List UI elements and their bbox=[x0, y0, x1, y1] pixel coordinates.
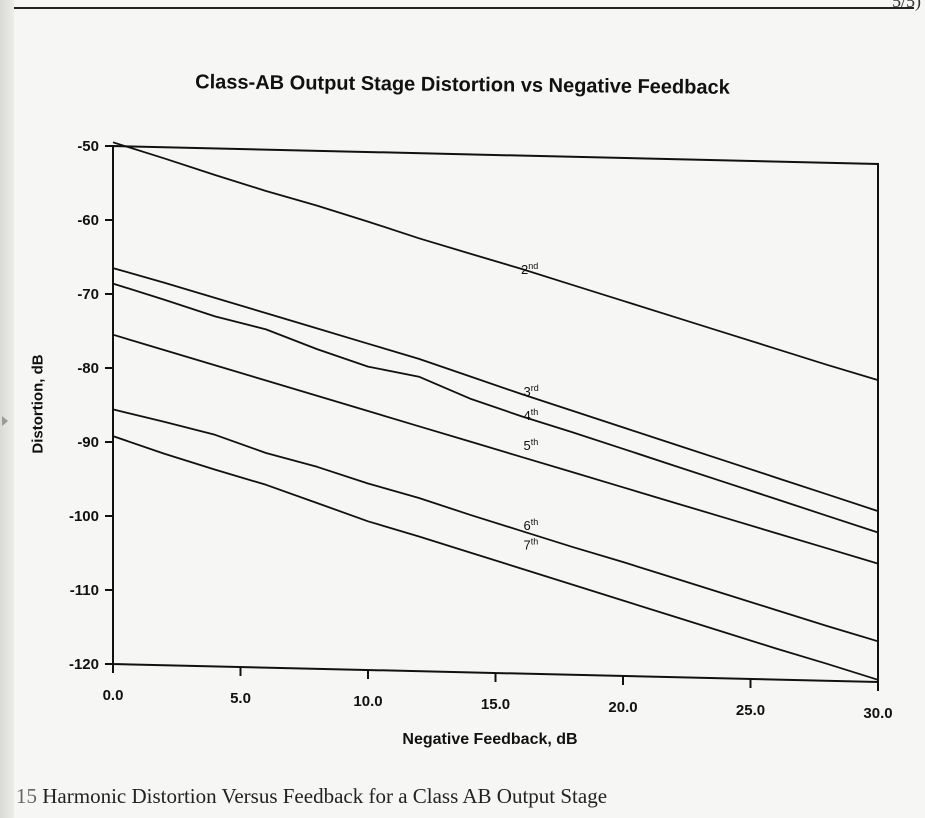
y-tick-label: -110 bbox=[70, 582, 99, 599]
series-label-2nd: 2nd bbox=[521, 261, 538, 277]
series-line-3rd bbox=[112, 267, 879, 512]
figure-number: 15 bbox=[16, 784, 37, 808]
series-label-3rd: 3rd bbox=[524, 383, 539, 399]
y-axis-label: Distortion, dB bbox=[29, 354, 47, 454]
y-tick-label: -120 bbox=[69, 656, 99, 673]
x-tick-label: 5.0 bbox=[230, 690, 251, 707]
x-tick-label: 15.0 bbox=[481, 696, 510, 713]
page-turn-arrow-icon bbox=[2, 416, 8, 426]
x-tick-label: 0.0 bbox=[103, 687, 124, 704]
series-lines bbox=[112, 141, 879, 681]
series-label-6th: 6th bbox=[524, 517, 539, 533]
y-tick-label: -70 bbox=[77, 286, 99, 303]
y-axis-ticks: -50 -60 -70 -80 -90 -100 -110 -120 bbox=[69, 138, 113, 673]
y-tick-label: -60 bbox=[77, 212, 99, 229]
header-running-text: 5/5) bbox=[892, 0, 921, 11]
x-tick-label: 30.0 bbox=[863, 705, 892, 722]
x-tick-label: 25.0 bbox=[736, 702, 765, 719]
plot-border bbox=[112, 144, 879, 684]
y-tick-label: -100 bbox=[69, 508, 99, 525]
x-axis-label: Negative Feedback, dB bbox=[402, 731, 578, 748]
y-tick-label: -50 bbox=[77, 138, 99, 155]
x-tick-label: 10.0 bbox=[353, 693, 382, 710]
y-tick-label: -90 bbox=[77, 434, 99, 451]
series-labels: 2nd 3rd 4th 5th 6th 7th bbox=[521, 261, 539, 552]
series-line-6th bbox=[112, 408, 879, 643]
figure-caption-text: Harmonic Distortion Versus Feedback for … bbox=[42, 784, 608, 808]
series-line-2nd bbox=[112, 141, 879, 381]
series-line-7th bbox=[112, 435, 879, 681]
plot-frame bbox=[112, 144, 879, 684]
series-label-5th: 5th bbox=[524, 437, 539, 453]
scan-page-edge bbox=[0, 0, 14, 818]
series-line-4th bbox=[112, 282, 879, 534]
header-rule bbox=[14, 7, 914, 9]
y-tick-label: -80 bbox=[77, 360, 99, 377]
series-label-7th: 7th bbox=[524, 536, 539, 552]
figure-caption: 15 Harmonic Distortion Versus Feedback f… bbox=[16, 784, 607, 809]
x-tick-label: 20.0 bbox=[608, 699, 637, 716]
x-axis-ticks: 0.0 5.0 10.0 15.0 20.0 25.0 30.0 bbox=[103, 664, 893, 722]
series-label-4th: 4th bbox=[524, 407, 539, 423]
series-line-5th bbox=[112, 333, 879, 565]
